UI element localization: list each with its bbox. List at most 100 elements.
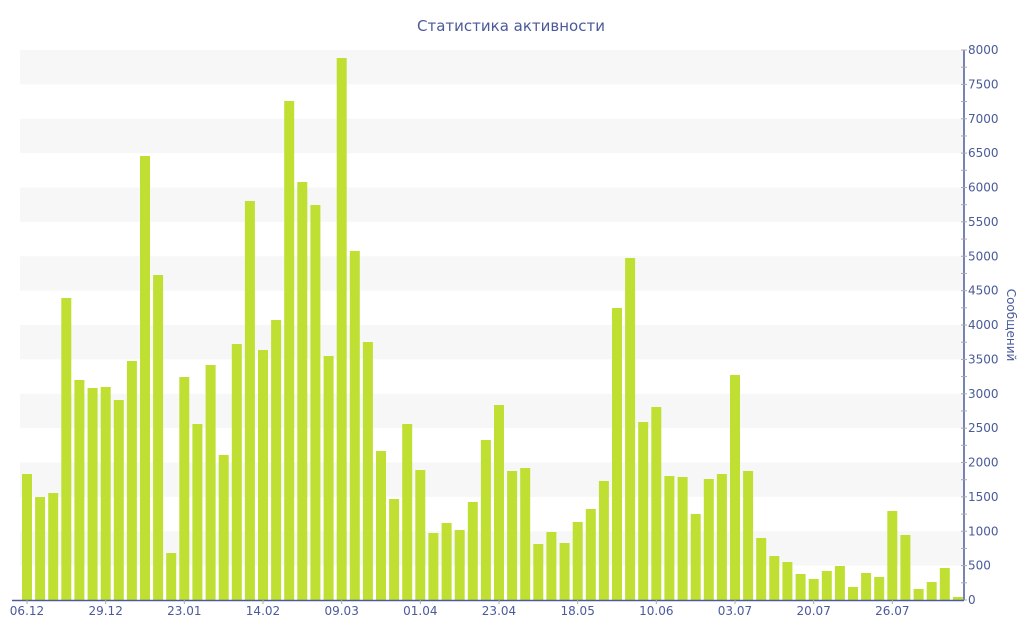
y-tick-label: 0 <box>968 593 976 607</box>
bar <box>559 543 570 600</box>
x-axis: 06.12 29.12 23.01 14.02 09.03 01.04 23.04 18.05… <box>10 599 964 618</box>
bar <box>389 499 400 600</box>
grid-band <box>20 462 964 497</box>
bar <box>887 511 898 600</box>
y-tick-label: 6000 <box>968 181 999 195</box>
bar <box>651 407 662 600</box>
y-tick-label: 1000 <box>968 524 999 538</box>
bar <box>585 509 596 600</box>
bar <box>48 493 59 600</box>
y-tick-label: 8000 <box>968 43 999 57</box>
y-tick-label: 2000 <box>968 456 999 470</box>
bar <box>349 251 360 600</box>
bar <box>271 320 282 600</box>
bar <box>939 568 950 600</box>
grid-band <box>20 187 964 222</box>
grid-band <box>20 531 964 566</box>
bar <box>376 451 386 600</box>
bar <box>323 356 334 600</box>
bar <box>730 375 740 600</box>
x-tick-label: 29.12 <box>88 604 122 618</box>
x-tick-label: 23.04 <box>482 604 516 618</box>
y-tick-label: 1500 <box>968 490 999 504</box>
y-axis: 0 500 1000 1500 2000 2500 3000 3500 4000 4500 5000… <box>961 43 999 607</box>
y-tick-label: 6500 <box>968 146 999 160</box>
bar <box>310 205 321 600</box>
bar <box>690 514 701 600</box>
y-tick-label: 500 <box>968 559 991 573</box>
bar <box>952 597 963 600</box>
bar <box>87 388 98 600</box>
grid-band <box>20 256 964 291</box>
bar <box>454 530 465 600</box>
bar <box>861 573 872 600</box>
y-tick-label: 5500 <box>968 215 999 229</box>
bar <box>612 308 622 600</box>
bar <box>533 544 544 600</box>
bar <box>913 589 924 600</box>
bar <box>166 553 177 600</box>
y-tick-label: 2500 <box>968 421 999 435</box>
bar <box>926 582 937 600</box>
bar <box>716 474 727 600</box>
bar <box>231 344 242 600</box>
bar <box>494 405 504 600</box>
bar <box>415 470 426 600</box>
y-tick-label: 5000 <box>968 249 999 263</box>
bar <box>22 474 32 600</box>
bar <box>441 523 452 600</box>
grid-band <box>20 393 964 429</box>
bar <box>638 422 649 600</box>
bar <box>546 532 557 600</box>
y-axis-label: Сообщений <box>1004 289 1018 362</box>
bar <box>874 577 885 600</box>
bar <box>297 182 308 600</box>
bar <box>179 377 190 600</box>
y-tick-label: 7500 <box>968 77 999 91</box>
bar <box>205 365 216 600</box>
bar <box>218 455 229 600</box>
bar <box>703 479 714 600</box>
bar <box>258 350 268 600</box>
bar <box>113 400 124 600</box>
bar <box>743 471 754 600</box>
chart-title: Статистика активности <box>417 17 605 35</box>
bar <box>834 566 845 600</box>
bar <box>900 535 911 600</box>
grid-band <box>20 325 964 360</box>
grid-bands <box>20 50 964 566</box>
bar <box>402 424 413 600</box>
x-tick-label: 03.07 <box>718 604 752 618</box>
y-tick-label: 7000 <box>968 112 999 126</box>
bar <box>625 258 636 600</box>
x-tick-label: 10.06 <box>639 604 673 618</box>
bars <box>22 58 963 600</box>
x-tick-label: 01.04 <box>403 604 437 618</box>
bar <box>795 574 806 600</box>
bar <box>821 571 832 600</box>
bar <box>126 361 137 600</box>
grid-band <box>20 50 964 85</box>
y-tick-label: 4500 <box>968 284 999 298</box>
bar <box>74 380 85 600</box>
bar <box>507 471 518 600</box>
bar <box>480 440 491 600</box>
grid-band <box>20 118 964 154</box>
bar <box>782 562 793 600</box>
bar <box>362 342 373 600</box>
bar <box>140 156 150 600</box>
bar <box>153 275 164 600</box>
bar <box>756 538 767 600</box>
bar <box>100 387 111 600</box>
bar <box>244 201 255 600</box>
x-tick-label: 18.05 <box>560 604 594 618</box>
bar <box>61 298 72 600</box>
bar <box>35 497 46 600</box>
bar <box>284 101 295 600</box>
x-tick-label: 23.01 <box>167 604 201 618</box>
bar <box>808 579 819 600</box>
bar <box>664 476 675 600</box>
x-tick-label: 14.02 <box>246 604 280 618</box>
y-tick-label: 3500 <box>968 352 999 366</box>
